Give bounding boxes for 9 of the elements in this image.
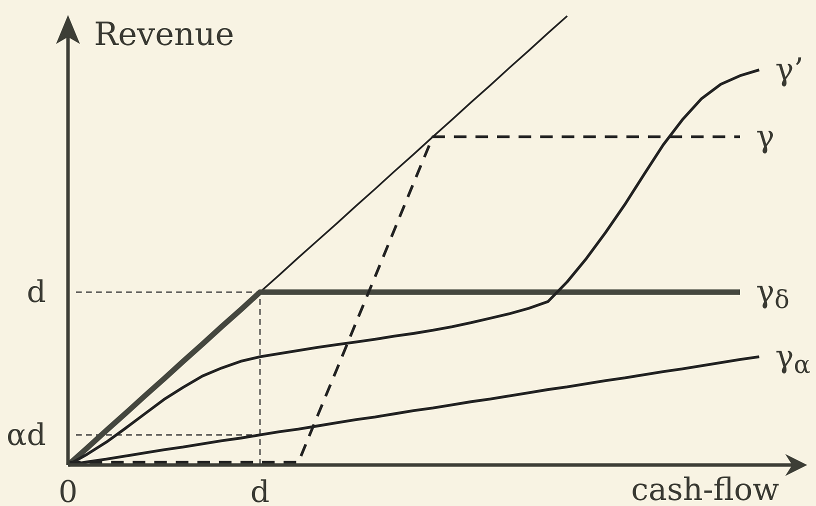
series-label: γ’ <box>775 52 804 88</box>
series-label: γ <box>756 118 775 155</box>
y-axis-title: Revenue <box>94 15 234 53</box>
x-tick-label: 0 <box>58 474 78 506</box>
ref-line-label: αd <box>6 417 46 452</box>
ref-line-label: d <box>26 274 46 310</box>
series-label: γ$_{α}$ <box>775 338 811 379</box>
x-axis-title: cash-flow <box>631 472 780 506</box>
series-label: γ$_{δ}$ <box>756 274 790 314</box>
